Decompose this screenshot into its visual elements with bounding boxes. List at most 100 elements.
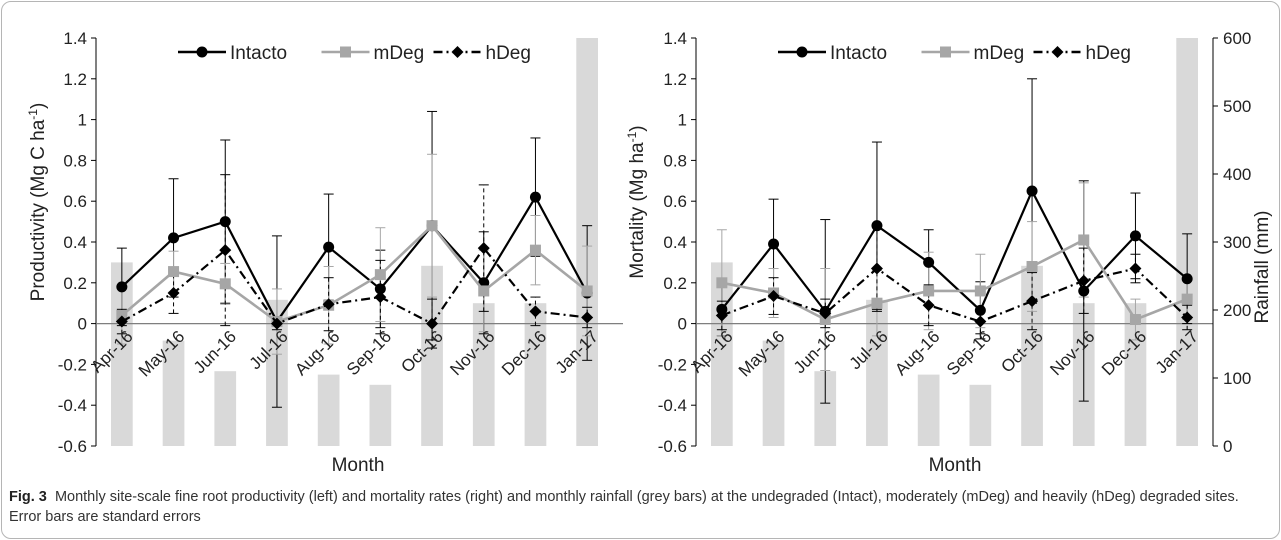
y-tick-label: 0 [678,315,687,334]
data-point [168,266,180,278]
y2-tick-label: 500 [1223,97,1251,116]
y-axis-title-main: Mortality (Mg ha [627,142,648,279]
data-point [426,220,438,232]
data-point [871,220,883,232]
legend-label: Intacto [230,43,287,64]
series-line-intacto [720,188,1188,314]
x-tick-label: Jun-16 [790,327,840,377]
y-tick-label: -0.4 [58,396,87,415]
y-tick-label: 1 [678,111,687,130]
y2-tick-label: 200 [1223,301,1251,320]
legend-marker [196,46,208,58]
data-point [1078,285,1090,297]
data-point [716,303,728,315]
series-line-hdeg [721,267,1188,323]
data-point [1181,273,1193,285]
data-point [1129,262,1142,275]
legend-marker [1051,46,1064,58]
rainfall-bar [472,303,495,446]
y-tick-label: 1.4 [63,29,87,48]
data-point [426,317,439,330]
y2-tick-label: 400 [1223,165,1251,184]
data-point [716,277,728,289]
data-point [374,283,386,295]
series-line-hdeg [121,246,588,326]
rainfall-bar [1124,303,1147,446]
y-axis-title-end: ) [627,125,648,131]
rainfall-bar [317,374,340,446]
data-point [219,244,232,257]
data-point [116,281,128,293]
x-tick-label: Aug-16 [891,327,943,379]
data-point [819,314,831,326]
rainfall-bar [214,371,237,446]
y-tick-label: 0.8 [663,151,687,170]
legend-label: hDeg [1086,43,1131,64]
rainfall-bar [762,340,785,446]
y2-axis-title: Rainfall (mm) [1252,211,1273,324]
mortality-chart: -0.6 -0.4 -0.2 0 0.2 0.4 0.6 0.8 1 1.2 1.4 0 100 200 3… [625,29,1273,476]
data-point [323,241,335,253]
data-point [1129,314,1141,326]
y-axis-title-superscript: -1 [625,131,639,142]
y-tick-label: -0.6 [58,437,87,456]
y-tick-label: 0.6 [663,192,687,211]
x-tick-label: Sep-16 [343,327,395,379]
figure-caption: Fig. 3 Monthly site-scale fine root prod… [9,487,1259,527]
data-point [1026,185,1038,197]
y-tick-label: -0.6 [658,437,687,456]
data-point [974,315,987,328]
y-tick-label: -0.2 [58,355,87,374]
y-axis-title-end: ) [28,103,49,109]
data-point [923,256,935,268]
data-point [870,262,883,275]
rainfall-bar [866,299,888,446]
y-tick-label: 1.2 [63,70,87,89]
series-line-mdeg [721,238,1188,322]
data-point [1026,260,1038,272]
legend-marker [451,46,464,58]
y-tick-label: -0.2 [658,355,687,374]
y-tick-label: 0.4 [63,233,87,252]
rainfall-bar [110,262,133,446]
data-point [974,304,986,316]
y-tick-label: 1 [78,111,87,130]
productivity-chart: -0.6 -0.4 -0.2 0 0.2 0.4 0.6 0.8 1 1.2 1.4 Producti… [26,29,623,476]
data-point [923,285,935,297]
y-tick-label: 1.4 [663,29,687,48]
x-tick-label: Aug-16 [291,327,343,379]
data-point [374,291,387,304]
y-tick-label: 0.8 [63,151,87,170]
x-axis-title: Month [332,455,385,476]
data-point [1078,234,1090,246]
y-axis-title-main: Productivity (Mg C ha [28,119,49,301]
data-point [1026,295,1039,308]
data-point [767,290,780,303]
y-tick-label: 0.6 [63,192,87,211]
x-axis-title: Month [929,455,982,476]
data-point [974,285,986,297]
figure-charts: -0.6 -0.4 -0.2 0 0.2 0.4 0.6 0.8 1 1.2 1.4 Producti… [26,29,1273,476]
x-tick-label: Jun-16 [190,327,240,377]
y-axis-title: Productivity (Mg C ha-1) [26,103,49,302]
legend-marker [940,46,951,58]
legend-label: Intacto [830,43,887,64]
rainfall-bar [814,371,837,446]
y-tick-label: 0 [78,315,87,334]
rainfall-bar [710,262,733,446]
caption-label: Fig. 3 [9,489,47,505]
y-tick-label: 0.4 [663,233,687,252]
data-point [167,287,180,299]
data-point [1129,230,1141,242]
data-point [168,232,180,244]
data-point [871,297,883,309]
rainfall-bar [421,265,443,446]
y2-tick-label: 0 [1223,437,1232,456]
data-point [116,309,128,321]
y-tick-label: 0.2 [63,274,87,293]
data-point [1077,274,1090,287]
data-point [768,238,780,250]
data-point [322,298,335,311]
data-point [478,285,490,297]
y-tick-label: 0.2 [663,274,687,293]
